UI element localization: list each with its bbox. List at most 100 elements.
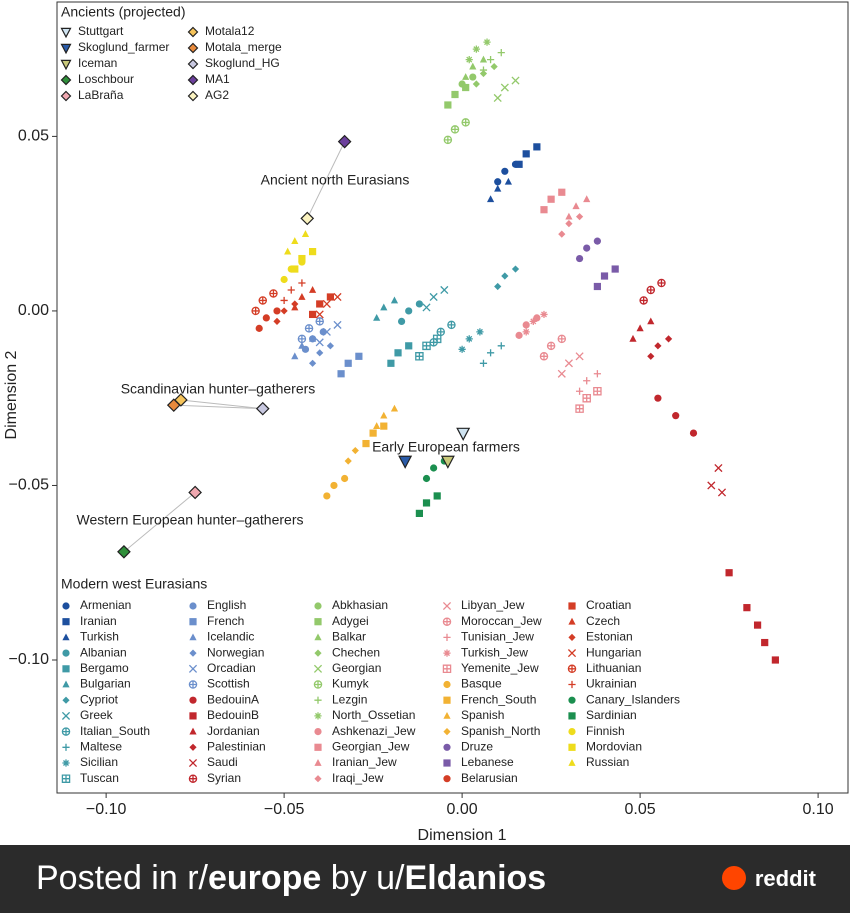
data-point	[251, 306, 260, 316]
legend-title: Ancients (projected)	[61, 4, 186, 20]
data-point	[405, 342, 413, 350]
legend-marker	[189, 743, 197, 751]
data-point	[522, 150, 530, 158]
legend-marker	[60, 74, 72, 86]
data-point	[540, 206, 548, 214]
legend-marker	[189, 633, 197, 641]
connector	[306, 141, 346, 219]
data-point	[301, 230, 310, 238]
data-point	[504, 177, 512, 185]
legend-marker	[314, 618, 322, 626]
data-point	[646, 285, 656, 295]
brand: reddit	[754, 866, 816, 891]
data-point	[490, 62, 498, 71]
legend-label: Finnish	[586, 724, 625, 738]
x-axis-label: Dimension 1	[418, 827, 507, 844]
legend-marker	[442, 664, 452, 674]
data-point	[433, 492, 441, 500]
data-point	[298, 254, 306, 263]
data-point	[582, 393, 591, 403]
data-point	[380, 422, 388, 430]
legend-label: Cypriot	[80, 692, 119, 706]
text: by u/	[321, 859, 405, 897]
legend-label: Iranian	[80, 614, 117, 628]
legend-label: Lezgin	[332, 692, 367, 706]
legend-marker	[60, 90, 72, 102]
data-point	[291, 237, 299, 244]
data-point	[373, 313, 381, 321]
legend-marker	[314, 602, 322, 610]
username[interactable]: Eldanios	[404, 859, 547, 897]
data-point	[280, 275, 288, 284]
legend-marker	[189, 649, 197, 657]
legend-label: Spanish	[461, 708, 504, 722]
legend-marker	[61, 727, 71, 736]
data-point	[707, 481, 716, 490]
data-point	[497, 342, 505, 350]
data-point	[657, 278, 666, 288]
data-point	[369, 429, 377, 437]
data-point	[380, 411, 388, 419]
legend-label: Stuttgart	[78, 24, 124, 38]
legend-marker	[568, 696, 576, 704]
legend-label: Tunisian_Jew	[461, 630, 534, 644]
x-tick-label: 0.00	[447, 801, 478, 818]
data-point	[333, 320, 342, 329]
data-point	[355, 352, 363, 360]
connector	[173, 404, 263, 410]
connector	[180, 399, 263, 410]
subreddit[interactable]: europe	[207, 859, 322, 897]
data-point	[341, 474, 349, 483]
data-point	[436, 327, 446, 337]
data-point	[326, 342, 334, 350]
x-tick-label: −0.10	[86, 801, 127, 818]
data-point	[479, 55, 488, 63]
legend-label: North_Ossetian	[332, 708, 415, 722]
legend-label: Iceman	[78, 56, 117, 70]
data-point	[575, 213, 584, 221]
legend-marker	[568, 633, 576, 641]
legend-marker	[62, 743, 70, 751]
data-point	[390, 404, 399, 412]
legend-label: English	[207, 598, 246, 612]
legend-label: Georgian_Jew	[332, 739, 410, 753]
legend-marker	[62, 759, 70, 767]
legend-label: Jordanian	[207, 724, 260, 738]
legend-marker	[568, 712, 576, 720]
data-point	[639, 296, 648, 305]
legend-label: AG2	[205, 88, 229, 102]
data-point	[486, 55, 495, 64]
data-point	[558, 230, 566, 238]
data-point	[308, 359, 317, 367]
data-point	[497, 49, 505, 57]
legend-label: Loschbour	[78, 72, 134, 86]
legend-title: Modern west Eurasians	[61, 576, 207, 592]
legend-label: Croatian	[586, 598, 631, 612]
plot-frame	[56, 1, 849, 794]
legend-label: Belarusian	[461, 771, 518, 785]
legend-label: BedouinB	[207, 708, 259, 722]
legend-marker	[568, 743, 576, 751]
data-point	[743, 604, 751, 612]
data-point	[501, 167, 509, 175]
legend-label: Bulgarian	[80, 677, 131, 691]
data-point	[533, 143, 541, 151]
legend-marker	[568, 759, 576, 766]
data-point	[529, 317, 537, 326]
ancient-point	[300, 211, 315, 226]
data-point	[255, 324, 263, 332]
legend-label: Tuscan	[80, 771, 119, 785]
legend-label: Scottish	[207, 677, 250, 691]
data-point	[351, 446, 359, 455]
annotation: Western European hunter–gatherers	[77, 512, 304, 528]
data-point	[326, 293, 334, 301]
data-point	[262, 314, 270, 322]
data-point	[575, 352, 584, 361]
legend-label: French_South	[461, 692, 536, 706]
data-point	[465, 55, 473, 64]
ancient-point	[174, 393, 188, 407]
legend-marker	[188, 758, 198, 768]
legend-label: Palestinian	[207, 739, 266, 753]
data-point	[450, 125, 460, 134]
data-point	[422, 341, 431, 351]
